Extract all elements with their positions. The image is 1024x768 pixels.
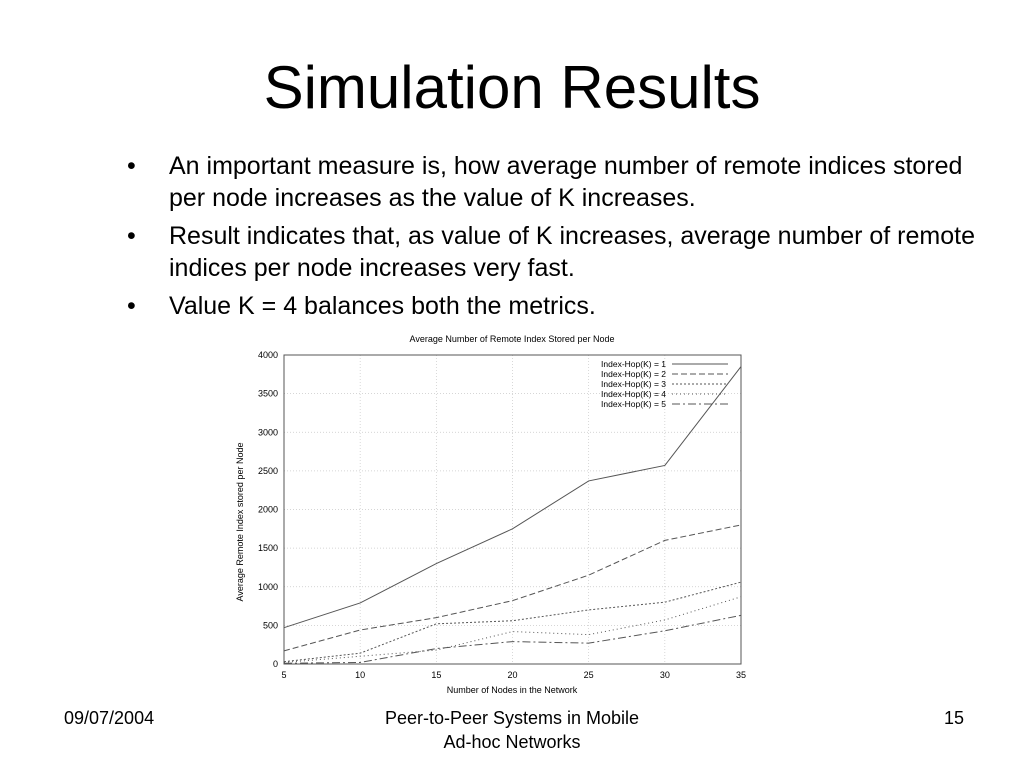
legend-label: Index-Hop(K) = 2 <box>601 369 666 379</box>
bullet-text: Result indicates that, as value of K inc… <box>169 222 975 282</box>
footer-title-line2: Ad-hoc Networks <box>443 732 581 752</box>
series-line-k3 <box>283 581 742 663</box>
bullet-text: An important measure is, how average num… <box>169 152 963 212</box>
bullet-item: • Value K = 4 balances both the metrics. <box>127 290 987 322</box>
x-tick-label: 15 <box>431 670 441 680</box>
x-tick-label: 10 <box>355 670 365 680</box>
page-number: 15 <box>943 708 964 728</box>
bullet-symbol: • <box>127 152 136 180</box>
y-axis-label: Average Remote Index stored per Node <box>235 443 245 602</box>
bullet-item: • An important measure is, how average n… <box>127 150 987 214</box>
series-lines <box>283 366 742 664</box>
series-line-k2 <box>283 524 742 652</box>
series-line-k1 <box>283 366 742 629</box>
y-tick-label: 0 <box>273 659 278 669</box>
y-tick-label: 3500 <box>258 389 278 399</box>
bullet-text: Value K = 4 balances both the metrics. <box>169 292 596 320</box>
y-tick-label: 2500 <box>258 466 278 476</box>
x-axis-label: Number of Nodes in the Network <box>447 685 578 695</box>
x-tick-label: 35 <box>736 670 746 680</box>
y-tick-label: 4000 <box>258 350 278 360</box>
y-tick-label: 3000 <box>258 427 278 437</box>
x-tick-label: 5 <box>281 670 286 680</box>
series-line-k4 <box>283 596 742 663</box>
x-tick-label: 25 <box>584 670 594 680</box>
footer-title-line1: Peer-to-Peer Systems in Mobile <box>384 708 640 728</box>
series-line-k5 <box>283 614 742 664</box>
legend-label: Index-Hop(K) = 5 <box>601 399 666 409</box>
x-tick-label: 20 <box>507 670 517 680</box>
bullet-item: • Result indicates that, as value of K i… <box>127 220 987 284</box>
bullet-symbol: • <box>127 292 136 320</box>
line-chart: Average Number of Remote Index Stored pe… <box>235 334 746 695</box>
legend-label: Index-Hop(K) = 3 <box>601 379 666 389</box>
y-tick-label: 2000 <box>258 505 278 515</box>
chart-title: Average Number of Remote Index Stored pe… <box>410 334 615 344</box>
legend-label: Index-Hop(K) = 1 <box>601 359 666 369</box>
footer-title: Peer-to-Peer Systems in Mobile Ad-hoc Ne… <box>350 706 674 754</box>
y-tick-label: 1000 <box>258 582 278 592</box>
plot-frame <box>283 354 742 665</box>
y-tick-label: 1500 <box>258 543 278 553</box>
y-tick-label: 500 <box>263 620 278 630</box>
legend-label: Index-Hop(K) = 4 <box>601 389 666 399</box>
x-tick-label: 30 <box>660 670 670 680</box>
slide-title: Simulation Results <box>263 54 761 121</box>
bullet-list: • An important measure is, how average n… <box>127 150 987 328</box>
footer-date: 09/07/2004 <box>64 708 155 728</box>
axes: 0 500 1000 1500 2000 2500 3000 3500 4000 5 10 15 20 2… <box>258 350 746 680</box>
bullet-symbol: • <box>127 222 136 250</box>
